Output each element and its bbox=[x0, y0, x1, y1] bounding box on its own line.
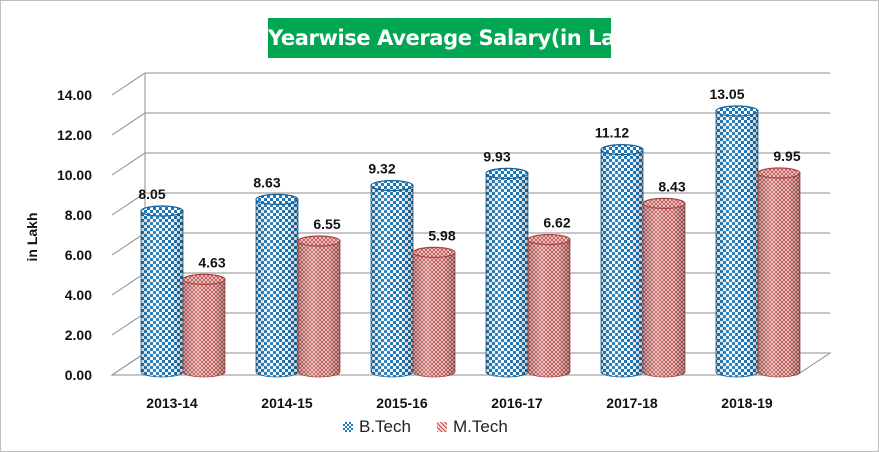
data-label: 8.05 bbox=[138, 186, 165, 202]
data-label: 9.32 bbox=[368, 161, 395, 177]
data-label: 9.93 bbox=[483, 148, 510, 164]
data-label: 6.55 bbox=[313, 216, 340, 232]
bar-btech-2015-16 bbox=[370, 180, 414, 378]
chart-title: Yearwise Average Salary(in Lakh) bbox=[268, 18, 653, 58]
data-label: 8.63 bbox=[253, 174, 280, 190]
data-label: 5.98 bbox=[428, 227, 455, 243]
bar-btech-2017-18 bbox=[600, 144, 644, 378]
data-label: 8.43 bbox=[658, 178, 685, 194]
y-tick-label: 0.00 bbox=[65, 367, 92, 383]
legend-item-btech: B.Tech bbox=[343, 417, 411, 437]
y-tick-label: 12.00 bbox=[57, 127, 92, 143]
x-axis-categories: 2013-14 2014-15 2015-16 2016-17 2017-18 2018-… bbox=[146, 395, 773, 411]
legend-item-mtech: M.Tech bbox=[436, 417, 508, 437]
legend-swatch-mtech bbox=[436, 422, 447, 432]
x-category-label: 2014-15 bbox=[261, 395, 313, 411]
y-tick-label: 6.00 bbox=[65, 247, 92, 263]
bar-mtech-2018-19 bbox=[757, 167, 801, 378]
y-axis-ticks: 0.00 2.00 4.00 6.00 8.00 10.00 12.00 14.00 bbox=[57, 87, 92, 383]
y-tick-label: 10.00 bbox=[57, 167, 92, 183]
data-labels: 8.05 4.63 8.63 6.55 9.32 5.98 9.93 6.62 11.12 8.4… bbox=[138, 86, 800, 270]
bar-mtech-2016-17 bbox=[527, 234, 571, 378]
y-tick-label: 2.00 bbox=[65, 327, 92, 343]
bar-mtech-2013-14 bbox=[182, 273, 226, 378]
data-label: 13.05 bbox=[709, 86, 744, 102]
x-category-label: 2018-19 bbox=[721, 395, 773, 411]
bar-btech-2014-15 bbox=[255, 193, 299, 378]
data-label: 4.63 bbox=[198, 254, 225, 270]
bar-mtech-2014-15 bbox=[297, 235, 341, 378]
bar-mtech-2015-16 bbox=[412, 246, 456, 378]
x-category-label: 2016-17 bbox=[491, 395, 543, 411]
data-label: 11.12 bbox=[595, 125, 629, 141]
y-tick-label: 4.00 bbox=[65, 287, 92, 303]
bar-mtech-2017-18 bbox=[642, 197, 686, 378]
y-tick-label: 8.00 bbox=[65, 207, 92, 223]
bars bbox=[140, 105, 801, 378]
bar-btech-2013-14 bbox=[140, 205, 184, 378]
y-tick-label: 14.00 bbox=[57, 87, 92, 103]
x-category-label: 2017-18 bbox=[606, 395, 658, 411]
chart-floor bbox=[110, 352, 832, 376]
legend-label-btech: B.Tech bbox=[359, 417, 411, 436]
legend-label-mtech: M.Tech bbox=[452, 417, 508, 436]
legend: B.Tech M.Tech bbox=[343, 417, 508, 437]
x-category-label: 2013-14 bbox=[146, 395, 198, 411]
y-axis-title: in Lakh bbox=[24, 212, 40, 261]
data-label: 9.95 bbox=[773, 148, 800, 164]
data-label: 6.62 bbox=[543, 215, 570, 231]
bar-btech-2018-19 bbox=[715, 105, 759, 378]
bar-btech-2016-17 bbox=[485, 167, 529, 378]
x-category-label: 2015-16 bbox=[376, 395, 428, 411]
legend-swatch-btech bbox=[343, 422, 353, 432]
